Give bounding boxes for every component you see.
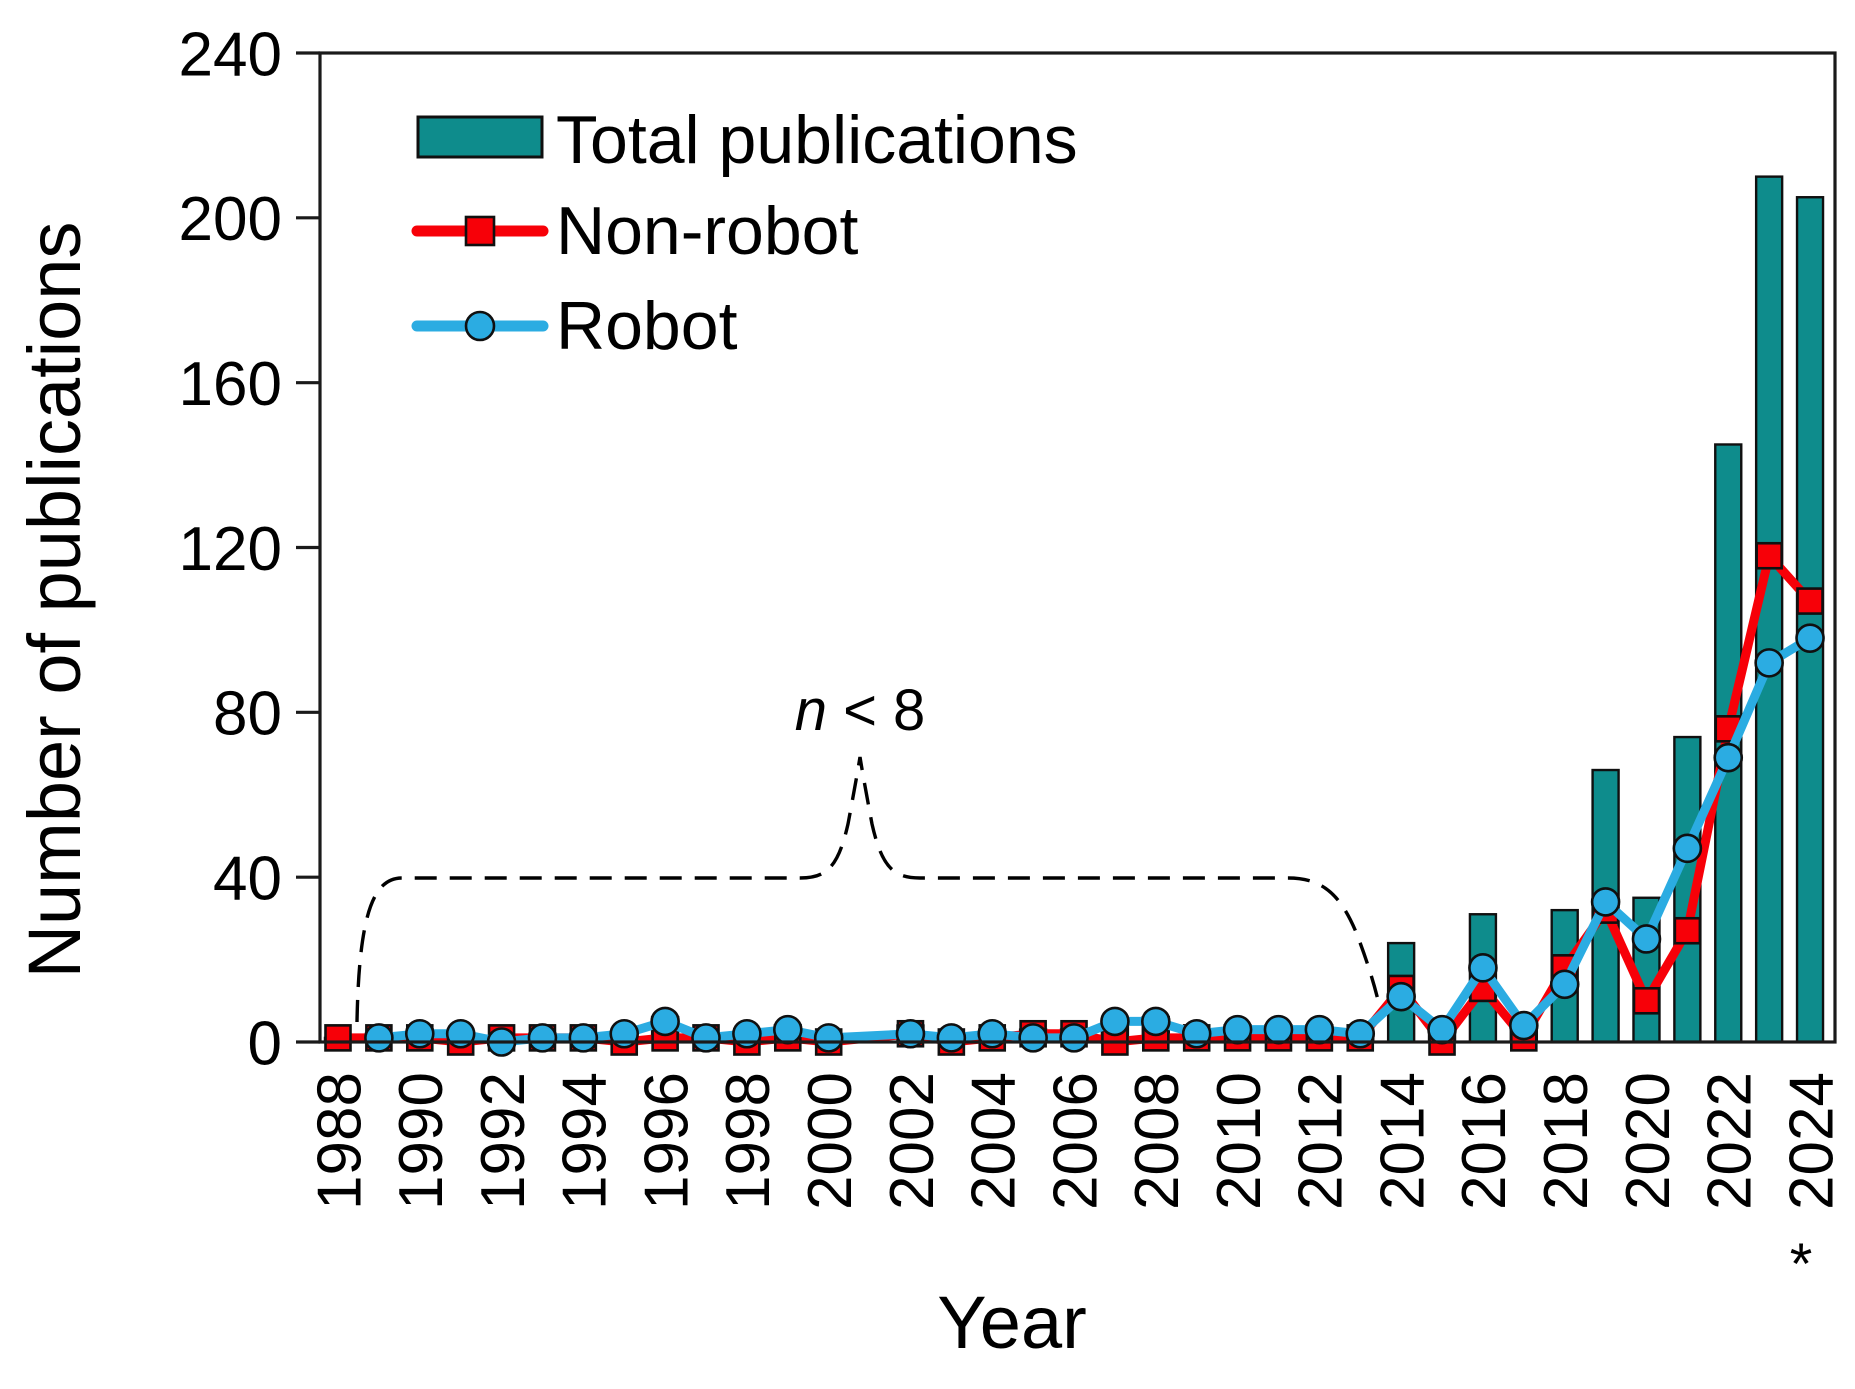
- robot-marker-2021: [1672, 833, 1703, 864]
- y-tick-label-200: 200: [179, 185, 282, 254]
- x-tick-label-2006: 2006: [1041, 1072, 1110, 1210]
- robot-marker-2000: [813, 1023, 844, 1053]
- y-tick-label-160: 160: [179, 350, 282, 419]
- x-tick-label-2004: 2004: [960, 1072, 1029, 1210]
- x-tick-label-1992: 1992: [469, 1072, 538, 1210]
- annotation-comparison: < 8: [827, 678, 925, 743]
- robot-marker-2020: [1631, 924, 1662, 954]
- robot-marker-2022: [1713, 742, 1744, 773]
- y-tick-label-80: 80: [213, 680, 282, 749]
- non-robot-marker-1988: [324, 1024, 352, 1052]
- legend-marker-robot: [464, 310, 496, 342]
- non-robot-marker-2021: [1673, 916, 1702, 945]
- robot-marker-2007: [1100, 1006, 1130, 1037]
- robot-marker-2014: [1386, 981, 1416, 1012]
- non-robot-marker-2023: [1755, 541, 1783, 570]
- non-robot-line: [338, 551, 1814, 1047]
- y-tick-label-40: 40: [213, 844, 282, 913]
- x-tick-label-2022: 2022: [1696, 1072, 1765, 1210]
- legend-swatch-total: [416, 115, 544, 159]
- non-robot-marker-2024: [1796, 587, 1824, 615]
- robot-marker-2012: [1304, 1014, 1335, 1045]
- robot-marker-2006: [1059, 1023, 1089, 1053]
- y-tick-label-240: 240: [179, 20, 282, 89]
- x-tick-label-1994: 1994: [551, 1072, 620, 1210]
- robot-marker-2010: [1222, 1014, 1253, 1045]
- robot-marker-2008: [1141, 1006, 1171, 1037]
- annotation-variable: n: [795, 678, 827, 743]
- x-tick-label-2002: 2002: [878, 1072, 947, 1210]
- x-tick-label-2012: 2012: [1287, 1072, 1356, 1210]
- robot-marker-2005: [1018, 1023, 1048, 1053]
- x-axis-title: Year: [937, 1281, 1087, 1364]
- robot-marker-2015: [1427, 1014, 1457, 1045]
- legend-marker-non-robot: [464, 215, 496, 247]
- legend-label-robot: Robot: [556, 288, 738, 364]
- y-tick-label-120: 120: [179, 515, 282, 584]
- robot-marker-1989: [364, 1023, 394, 1053]
- robot-marker-2019: [1590, 887, 1621, 917]
- x-tick-label-2016: 2016: [1450, 1072, 1519, 1210]
- plot-area: 0 40 80 120 160 200 240 1988 1990 1992 1994 1996 199…: [179, 20, 1847, 1210]
- x-tick-label-2020: 2020: [1614, 1072, 1683, 1210]
- x-tick-label-2010: 2010: [1205, 1072, 1274, 1210]
- x-tick-label-2008: 2008: [1123, 1072, 1192, 1210]
- n-less-than-8-brace: [355, 756, 1380, 1023]
- legend-label-non-robot: Non-robot: [556, 193, 858, 269]
- legend-label-total: Total publications: [556, 102, 1078, 178]
- robot-marker-2011: [1263, 1014, 1294, 1045]
- x-tick-label-1996: 1996: [632, 1072, 701, 1210]
- y-tick-label-0: 0: [248, 1009, 282, 1078]
- x-tick-label-1990: 1990: [387, 1072, 456, 1210]
- x-tick-label-1988: 1988: [305, 1072, 374, 1210]
- robot-marker-1994: [568, 1023, 599, 1053]
- robot-marker-2017: [1509, 1010, 1539, 1041]
- robot-marker-2018: [1549, 969, 1580, 1000]
- x-tick-label-1998: 1998: [714, 1072, 783, 1210]
- robot-marker-2016: [1468, 953, 1498, 983]
- x-tick-label-2024: 2024: [1777, 1072, 1846, 1210]
- robot-marker-1993: [527, 1023, 558, 1053]
- annotation-n-less-than-8: n < 8: [795, 678, 926, 743]
- x-tick-label-2000: 2000: [796, 1072, 865, 1210]
- y-axis-title: Number of publications: [13, 222, 96, 979]
- footnote-asterisk: *: [1790, 1232, 1813, 1297]
- robot-marker-2003: [936, 1023, 967, 1053]
- robot-marker-1999: [772, 1014, 803, 1045]
- bar-2023: [1754, 175, 1784, 1044]
- robot-marker-1996: [650, 1006, 680, 1037]
- robot-marker-2024: [1795, 623, 1825, 653]
- bar-2024: [1795, 196, 1825, 1044]
- non-robot-marker-2020: [1632, 986, 1661, 1015]
- robot-marker-2023: [1754, 648, 1784, 678]
- robot-marker-1997: [691, 1023, 721, 1053]
- x-tick-label-2014: 2014: [1368, 1072, 1437, 1210]
- x-tick-label-2018: 2018: [1532, 1072, 1601, 1210]
